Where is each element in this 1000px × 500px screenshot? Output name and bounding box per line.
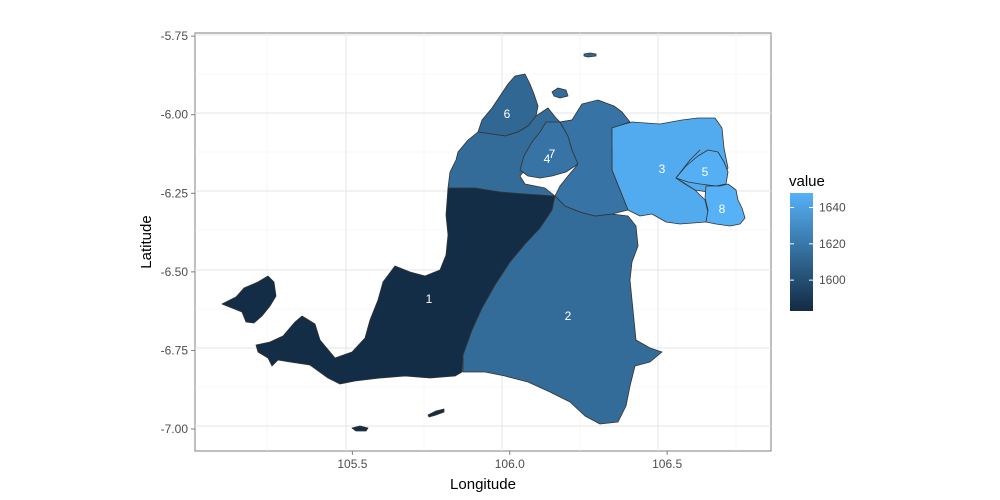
legend-title: value	[789, 173, 825, 190]
regions	[221, 52, 746, 432]
y-tick-label: -6.00	[161, 108, 189, 122]
y-axis: -5.75 -6.00 -6.25 -6.50 -6.75 -7.00	[161, 29, 195, 436]
legend-tick-label: 1600	[819, 273, 846, 287]
legend-colorbar	[790, 193, 813, 311]
region-labels: 1 2 3 4 5 6 7 8	[426, 107, 726, 323]
region-4[interactable]	[554, 99, 631, 217]
island-north	[583, 52, 597, 58]
y-axis-title: Latitude	[138, 215, 155, 268]
x-tick-label: 106.0	[495, 457, 525, 471]
island-south-1	[427, 408, 445, 418]
y-tick-label: -5.75	[161, 29, 189, 43]
region-label-6: 6	[504, 107, 511, 121]
region-8[interactable]	[704, 183, 746, 227]
region-1-island[interactable]	[221, 275, 277, 324]
x-axis-title: Longitude	[450, 476, 516, 493]
region-label-8: 8	[719, 202, 726, 216]
major-grid	[195, 33, 771, 451]
island-inlet	[551, 87, 569, 99]
legend-tick-label: 1640	[819, 201, 846, 215]
y-tick-label: -6.50	[161, 265, 189, 279]
legend-ticks: 1640 1620 1600	[790, 201, 846, 287]
region-label-2: 2	[565, 309, 572, 323]
x-tick-label: 106.5	[652, 457, 682, 471]
region-label-7: 7	[549, 147, 556, 161]
x-tick-label: 105.5	[337, 457, 367, 471]
region-label-1: 1	[426, 292, 433, 306]
region-label-3: 3	[659, 162, 666, 176]
region-3[interactable]	[609, 117, 729, 225]
island-south-2	[351, 425, 369, 432]
x-axis: 105.5 106.0 106.5	[337, 451, 682, 471]
legend: value 1640 1620 1600	[789, 173, 846, 311]
y-tick-label: -6.25	[161, 186, 189, 200]
region-2[interactable]	[462, 195, 663, 425]
region-label-5: 5	[702, 165, 709, 179]
y-tick-label: -7.00	[161, 422, 189, 436]
region-label-4: 4	[544, 152, 551, 166]
y-tick-label: -6.75	[161, 343, 189, 357]
region-5[interactable]	[675, 149, 729, 187]
legend-tick-label: 1620	[819, 237, 846, 251]
